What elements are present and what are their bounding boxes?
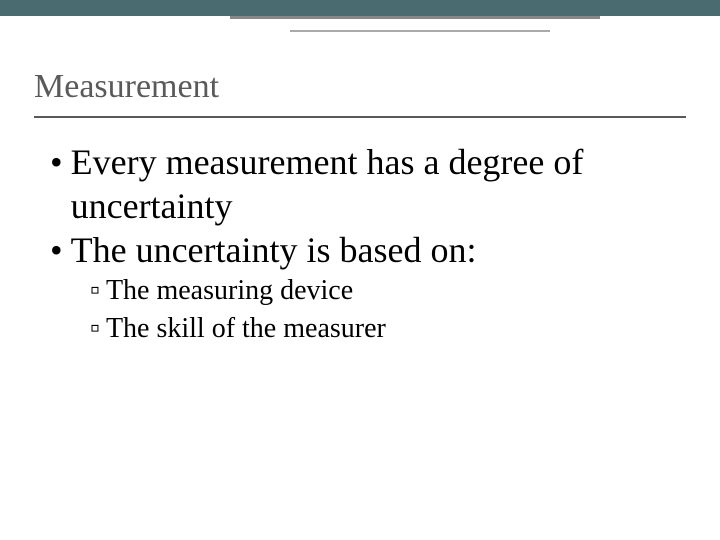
bullet-marker: • [50,140,63,184]
top-accent-bar [0,0,720,16]
bullet-marker: • [50,228,63,272]
sub-bullet-text: The skill of the measurer [106,310,386,348]
bullet-text: The uncertainty is based on: [71,228,477,272]
sub-marker: ▫ [90,272,100,310]
accent-line-1 [230,16,600,19]
bullet-text: Every measurement has a degree of uncert… [71,140,670,228]
sub-marker: ▫ [90,310,100,348]
bullet-item: • Every measurement has a degree of unce… [50,140,670,228]
title-underline [34,116,686,118]
slide: Measurement • Every measurement has a de… [0,0,720,540]
sub-bullet-text: The measuring device [106,272,353,310]
slide-title: Measurement [34,68,219,106]
accent-line-2 [290,30,550,32]
slide-content: • Every measurement has a degree of unce… [50,140,670,348]
sub-bullet-item: ▫ The skill of the measurer [90,310,670,348]
sub-bullet-item: ▫ The measuring device [90,272,670,310]
sub-bullet-list: ▫ The measuring device ▫ The skill of th… [90,272,670,348]
bullet-item: • The uncertainty is based on: [50,228,670,272]
